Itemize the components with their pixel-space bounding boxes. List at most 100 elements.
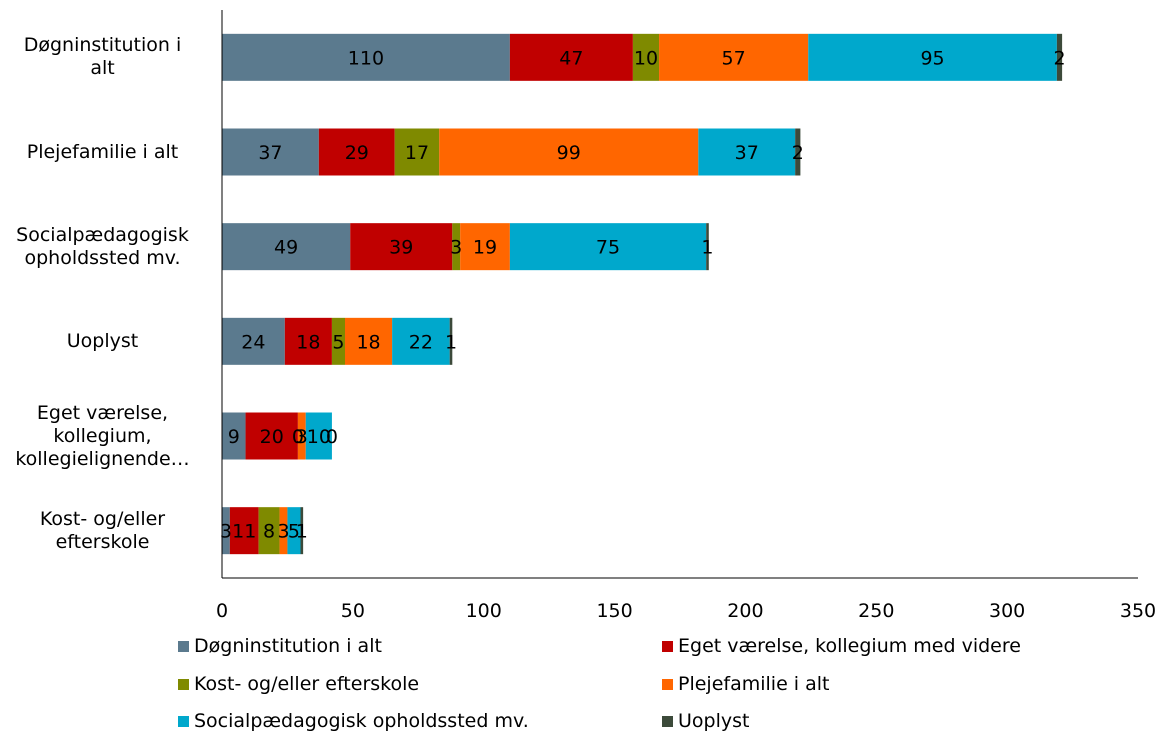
data-label: 19 <box>473 237 497 259</box>
category-label: Uoplyst <box>66 329 139 352</box>
legend-label: Døgninstitution i alt <box>194 635 382 657</box>
bars-group <box>222 33 1063 555</box>
bar-segment <box>331 317 346 365</box>
data-label: 2 <box>792 142 804 164</box>
legend-label: Plejefamilie i alt <box>678 673 830 695</box>
x-tick-label: 200 <box>727 600 763 622</box>
data-label: 3 <box>220 521 232 543</box>
value-labels-group: 110 47 10 57 95 237 29 17 99 37 249 39 3 19 75 124 18 5 18… <box>220 47 1066 542</box>
data-label: 5 <box>332 331 344 353</box>
bar-segment <box>509 33 633 81</box>
category-label: Socialpædagogisk opholdssted mv. <box>16 223 189 269</box>
legend-item: Uoplyst <box>662 710 749 732</box>
data-label: 18 <box>356 331 380 353</box>
bar-segment <box>297 412 306 460</box>
bar-segment <box>808 33 1057 81</box>
data-label: 18 <box>296 331 320 353</box>
bar-segment <box>795 128 801 176</box>
bar-segment <box>300 507 304 555</box>
x-tick-label: 0 <box>216 600 228 622</box>
data-label: 37 <box>258 142 282 164</box>
x-tick-label: 350 <box>1120 600 1156 622</box>
bar-segment <box>222 412 246 460</box>
data-label: 3 <box>296 426 308 448</box>
data-label: 3 <box>277 521 289 543</box>
data-label: 57 <box>722 47 746 69</box>
bar-segment <box>245 412 298 460</box>
data-label: 1 <box>445 331 457 353</box>
bar-segment <box>222 33 510 81</box>
category-label: Kost- og/eller efterskole <box>39 507 166 553</box>
data-label: 39 <box>389 237 413 259</box>
bar-segment <box>698 128 796 176</box>
category-label: Plejefamilie i alt <box>26 140 179 163</box>
data-label: 29 <box>345 142 369 164</box>
bar-segment <box>222 128 319 176</box>
bar-segment <box>279 507 288 555</box>
bar-segment <box>258 507 280 555</box>
bar-segment <box>1056 33 1063 81</box>
legend-item: Kost- og/eller efterskole <box>178 673 419 695</box>
bar-segment <box>452 223 461 271</box>
data-label: 1 <box>296 521 308 543</box>
legend-swatch <box>178 678 189 690</box>
bar-segment <box>659 33 809 81</box>
bar-segment <box>460 223 510 271</box>
data-label: 9 <box>228 426 240 448</box>
category-label: Døgninstitution i alt <box>23 34 182 80</box>
data-label: 49 <box>274 237 298 259</box>
legend-label: Uoplyst <box>678 710 750 732</box>
data-label: 17 <box>405 142 429 164</box>
data-label: 2 <box>1053 47 1065 69</box>
legend-item: Socialpædagogisk opholdssted mv. <box>178 710 529 732</box>
legend-swatch <box>178 640 189 652</box>
bar-segment <box>394 128 440 176</box>
bar-segment <box>318 128 395 176</box>
data-label: 5 <box>288 521 300 543</box>
bar-segment <box>305 412 332 460</box>
legend-label: Eget værelse, kollegium med videre <box>678 635 1021 657</box>
bar-segment <box>449 317 453 365</box>
legend-item: Døgninstitution i alt <box>178 635 382 657</box>
data-label: 75 <box>596 237 620 259</box>
x-tick-label: 300 <box>989 600 1025 622</box>
bar-segment <box>632 33 660 81</box>
data-label: 110 <box>348 47 384 69</box>
x-tick-label: 100 <box>466 600 502 622</box>
data-label: 47 <box>559 47 583 69</box>
data-label: 20 <box>260 426 284 448</box>
bar-segment <box>439 128 699 176</box>
data-label: 0 <box>326 426 338 448</box>
legend-swatch <box>662 678 673 690</box>
bar-segment <box>392 317 450 365</box>
bar-segment <box>509 223 707 271</box>
data-label: 8 <box>263 521 275 543</box>
category-label: Eget værelse, kollegium, kollegielignend… <box>15 401 190 470</box>
data-label: 95 <box>920 47 944 69</box>
bar-segment <box>222 223 351 271</box>
data-label: 0 <box>292 426 304 448</box>
data-label: 1 <box>701 237 713 259</box>
data-label: 3 <box>450 237 462 259</box>
x-tick-label: 150 <box>596 600 632 622</box>
data-label: 10 <box>307 426 331 448</box>
bar-segment <box>287 507 301 555</box>
legend-item: Plejefamilie i alt <box>662 673 830 695</box>
legend-swatch <box>662 640 673 652</box>
x-tick-label: 50 <box>341 600 365 622</box>
legend-label: Socialpædagogisk opholdssted mv. <box>194 710 529 732</box>
legend-label: Kost- og/eller efterskole <box>194 673 420 695</box>
legend-item: Eget værelse, kollegium med videre <box>662 635 1021 657</box>
legend-swatch <box>178 715 189 727</box>
bar-segment <box>706 223 709 271</box>
data-label: 24 <box>241 331 265 353</box>
data-label: 11 <box>232 521 256 543</box>
data-label: 10 <box>634 47 658 69</box>
x-tick-labels: 0 50 100 150 200 250 300 350 <box>216 600 1156 622</box>
data-label: 37 <box>735 142 759 164</box>
bar-segment <box>284 317 332 365</box>
legend-swatch <box>662 715 673 727</box>
data-label: 22 <box>409 331 433 353</box>
bar-segment <box>222 507 230 555</box>
